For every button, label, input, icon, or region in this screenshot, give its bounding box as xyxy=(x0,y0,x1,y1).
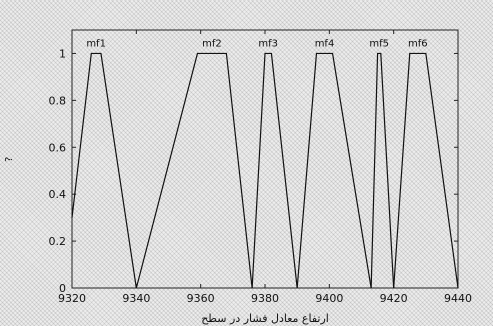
series-label-mf6: mf6 xyxy=(408,38,428,49)
y-axis-label: ? xyxy=(4,157,15,162)
y-axis: 0 0.2 0.4 0.6 0.8 1 xyxy=(49,47,458,295)
y-tick-label: 1 xyxy=(59,47,66,60)
series-label-mf1: mf1 xyxy=(86,38,106,49)
series-label-mf2: mf2 xyxy=(202,38,222,49)
x-tick-label: 9320 xyxy=(58,292,86,305)
y-tick-label: 0 xyxy=(59,282,66,295)
series-line-mf1 xyxy=(71,52,137,289)
series-labels: mf1 mf2 mf3 mf4 mf5 mf6 xyxy=(86,38,427,49)
series-line-mf3 xyxy=(251,52,298,289)
series-line-mf5 xyxy=(370,52,395,289)
series-line-mf4 xyxy=(296,52,372,289)
y-tick-label: 0.6 xyxy=(49,141,67,154)
series-label-mf5: mf5 xyxy=(369,38,389,49)
x-tick-label: 9360 xyxy=(187,292,215,305)
y-tick-label: 0.8 xyxy=(49,94,67,107)
x-tick-label: 9420 xyxy=(380,292,408,305)
series-label-mf4: mf4 xyxy=(315,38,335,49)
series-line-mf6 xyxy=(393,52,459,289)
series-label-mf3: mf3 xyxy=(258,38,278,49)
series-group xyxy=(71,52,459,289)
x-tick-label: 9440 xyxy=(444,292,472,305)
series-line-mf2 xyxy=(135,52,253,289)
x-axis-label: ارتفاع معادل فشار در سطح xyxy=(201,312,329,325)
y-tick-label: 0.2 xyxy=(49,235,67,248)
x-tick-label: 9340 xyxy=(122,292,150,305)
y-tick-label: 0.4 xyxy=(49,188,67,201)
x-tick-label: 9380 xyxy=(251,292,279,305)
x-tick-label: 9400 xyxy=(315,292,343,305)
x-axis: 9320 9340 9360 9380 9400 9420 9440 xyxy=(58,30,472,305)
